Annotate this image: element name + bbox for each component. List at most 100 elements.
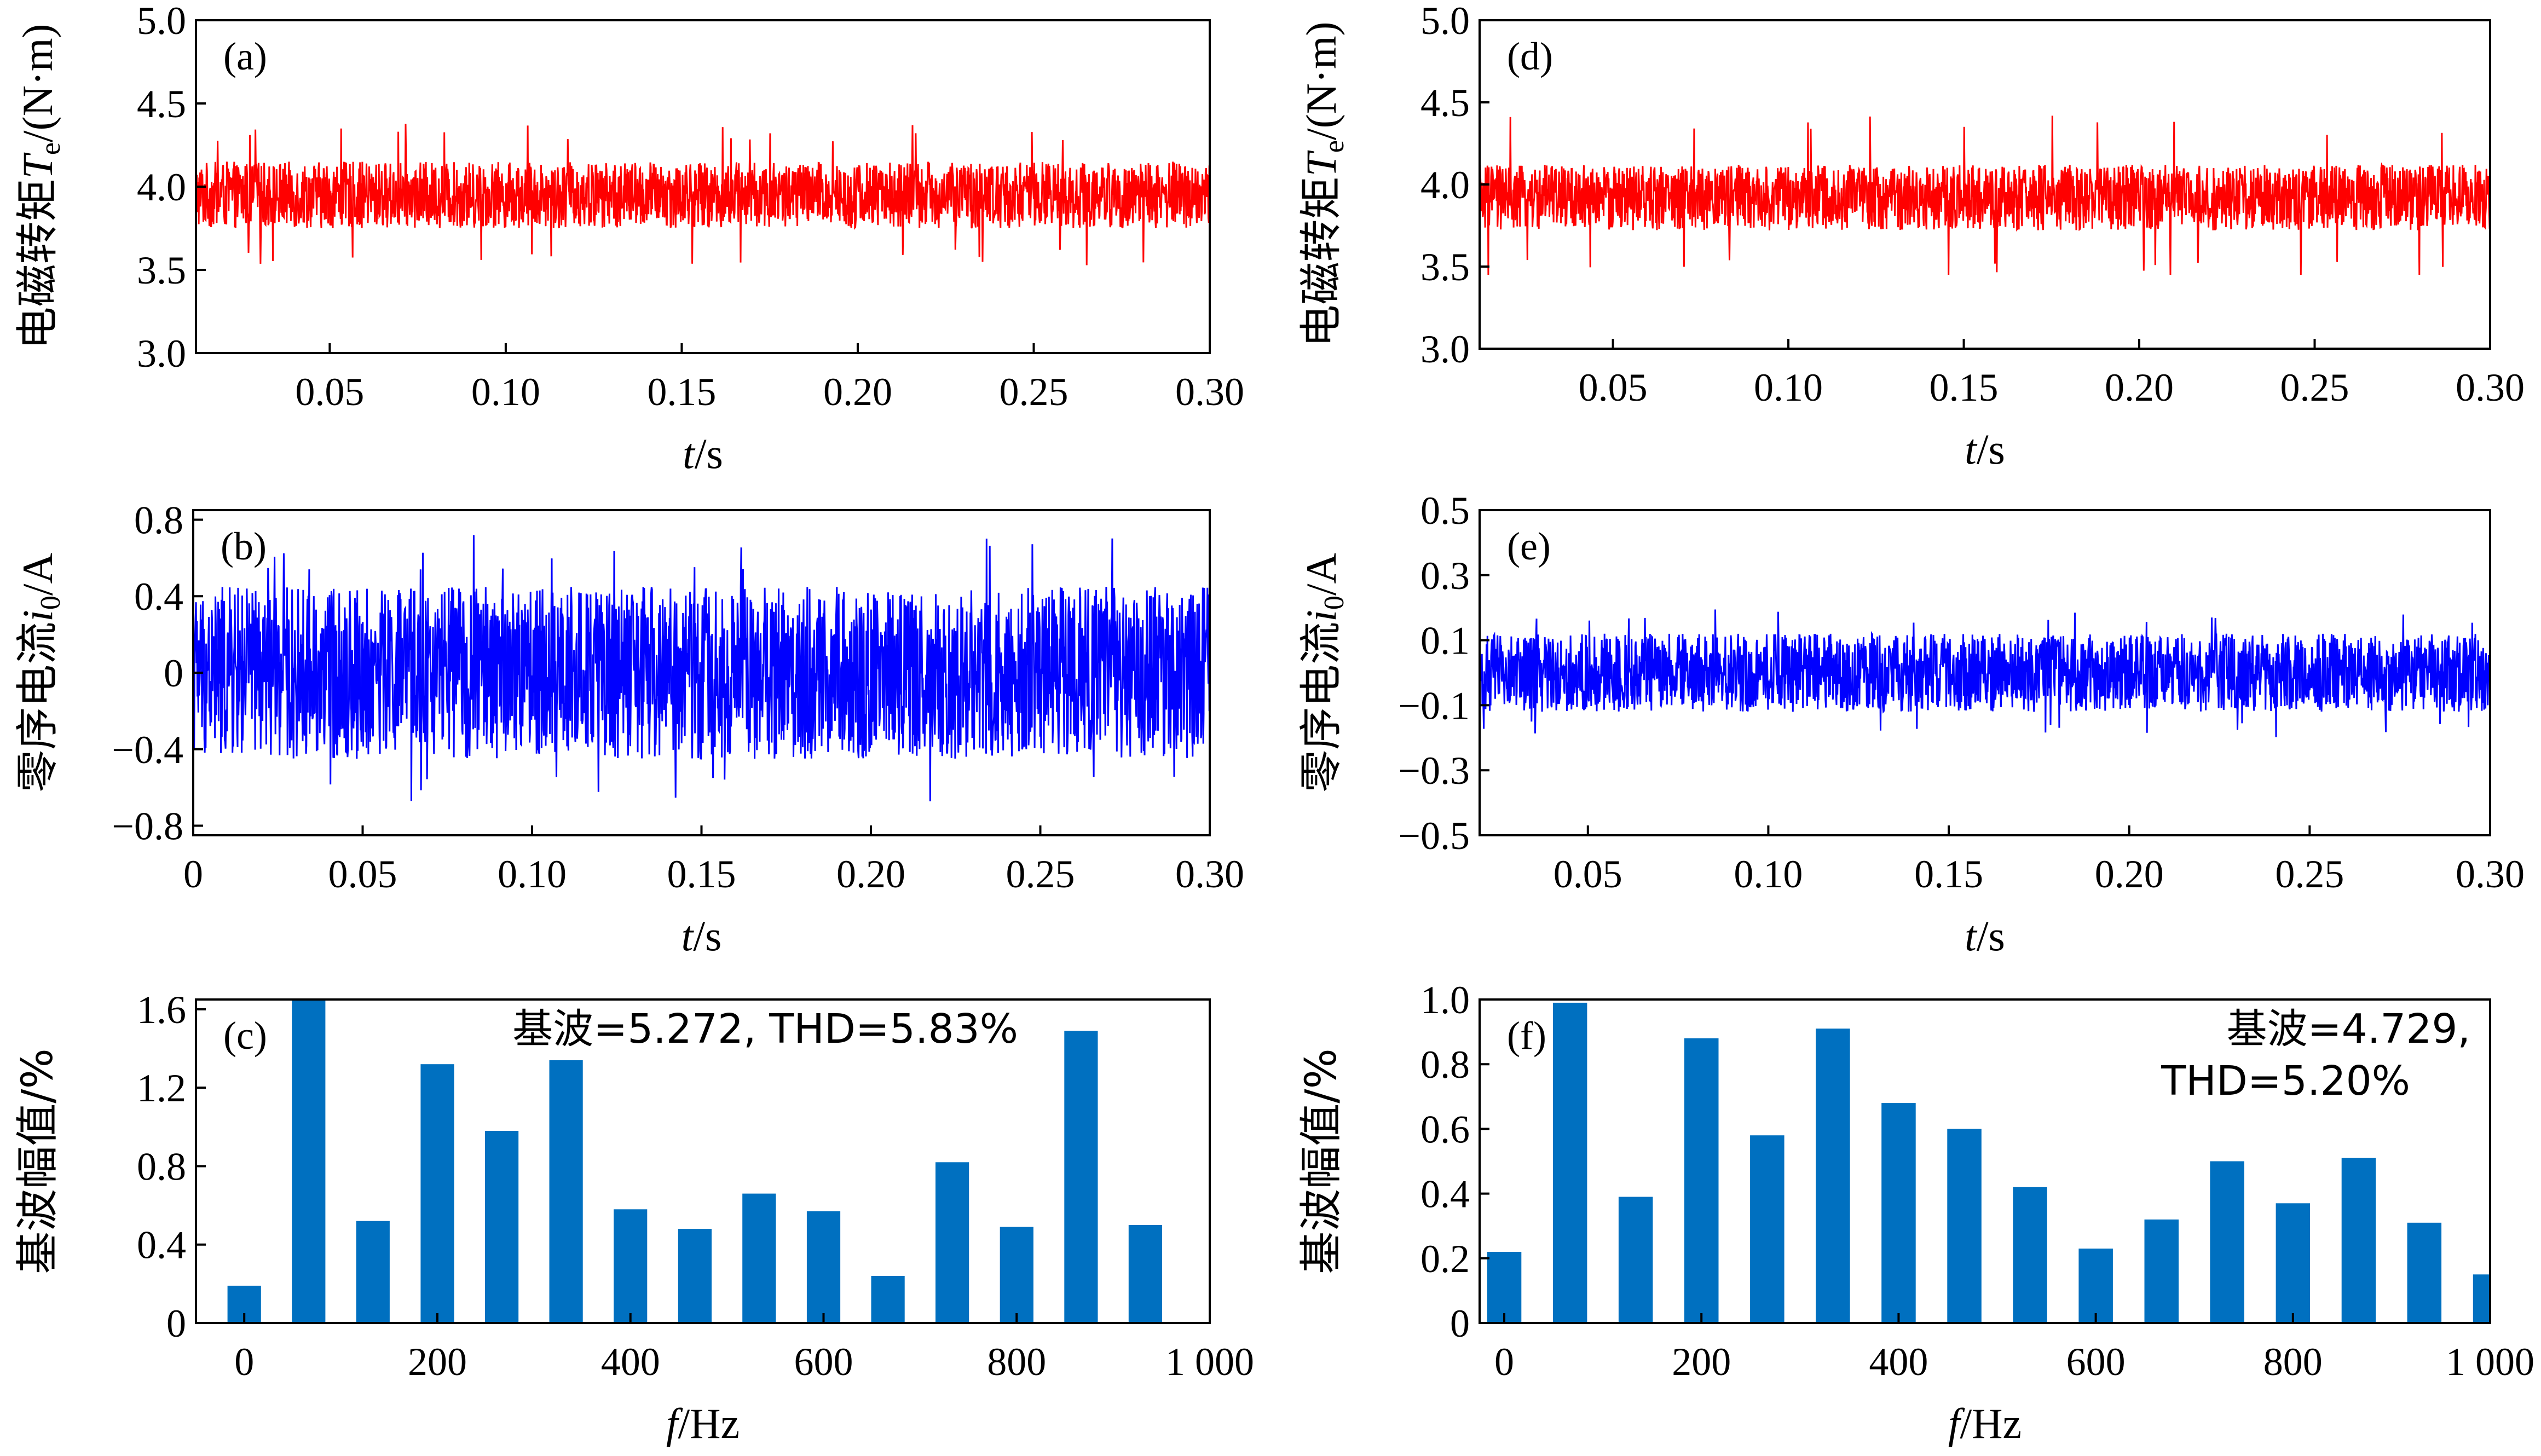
xtick-label-a-1: 0.10 [471, 370, 540, 414]
bar-c-6 [614, 1209, 648, 1323]
ytick-label-d-0: 3.0 [1420, 327, 1470, 371]
panel-label-f: (f) [1507, 1014, 1546, 1058]
ytick-label-e-1: −0.3 [1398, 749, 1470, 793]
annotation-c-0: 基波=5.272, THD=5.83% [512, 1006, 1018, 1053]
ytick-label-e-2: −0.1 [1398, 684, 1470, 727]
xtick-label-e-1: 0.10 [1734, 852, 1803, 896]
y-axis-label-e: 零序电流i0/A [1297, 553, 1350, 793]
xtick-label-f-2: 400 [1869, 1340, 1928, 1384]
ytick-label-c-4: 1.6 [137, 988, 186, 1032]
bar-c-8 [742, 1193, 776, 1323]
xtick-label-c-1: 200 [408, 1340, 467, 1384]
y-axis-label-c: 基波幅值/% [13, 1048, 62, 1274]
xtick-label-c-5: 1 000 [1165, 1340, 1254, 1384]
xtick-label-d-4: 0.25 [2280, 366, 2349, 409]
ytick-label-a-0: 3.0 [137, 332, 186, 375]
xtick-label-b-6: 0.30 [1175, 852, 1244, 896]
chart-panel-f: 0 0.2 0.4 0.6 0.8 1.0 0 200 400 600 800 1 000 (f) f/H… [1297, 978, 2534, 1447]
x-axis-label-d: t/s [1965, 425, 2005, 473]
bar-f-5 [1816, 1029, 1850, 1323]
bar-f-12 [2276, 1203, 2311, 1323]
ytick-label-d-1: 3.5 [1420, 245, 1470, 289]
ytick-label-b-0: −0.8 [112, 805, 183, 848]
chart-panel-e: −0.5 −0.3 −0.1 0.1 0.3 0.5 0.05 0.10 0.15 0.20 0.2… [1297, 489, 2525, 960]
xtick-label-e-0: 0.05 [1554, 852, 1622, 896]
chart-panel-a: 3.0 3.5 4.0 4.5 5.0 0.05 0.10 0.15 0.20 0.25 0.30 (… [13, 0, 1244, 477]
xtick-label-d-0: 0.05 [1579, 366, 1648, 409]
bar-c-11 [935, 1162, 969, 1323]
xtick-label-e-3: 0.20 [2095, 852, 2164, 896]
y-axis-label-d: 电磁转矩Te/(N·m) [1297, 21, 1350, 347]
bar-f-8 [2013, 1187, 2047, 1323]
xtick-label-a-5: 0.30 [1175, 370, 1244, 414]
bar-f-7 [1947, 1129, 1982, 1323]
xtick-label-c-2: 400 [601, 1340, 660, 1384]
xtick-label-e-5: 0.30 [2456, 852, 2525, 896]
ytick-label-b-1: −0.4 [112, 728, 183, 772]
panel-label-a: (a) [223, 34, 267, 78]
xtick-label-b-1: 0.05 [328, 852, 397, 896]
xtick-label-a-0: 0.05 [295, 370, 364, 414]
ytick-label-e-3: 0.1 [1420, 619, 1470, 663]
bar-f-2 [1618, 1197, 1653, 1323]
bar-c-9 [806, 1211, 841, 1323]
panel-label-e: (e) [1507, 524, 1551, 568]
ytick-label-b-2: 0 [164, 651, 183, 695]
bar-f-10 [2144, 1219, 2179, 1323]
ytick-label-c-2: 0.8 [137, 1145, 186, 1188]
ytick-label-e-0: −0.5 [1398, 814, 1470, 858]
x-axis-label-e: t/s [1965, 912, 2005, 960]
ytick-label-d-4: 5.0 [1420, 0, 1470, 43]
bar-f-3 [1684, 1038, 1719, 1323]
bar-f-11 [2210, 1161, 2244, 1323]
ytick-label-a-4: 5.0 [137, 0, 186, 43]
xtick-label-f-4: 800 [2263, 1340, 2323, 1384]
xtick-label-f-1: 200 [1672, 1340, 1731, 1384]
bar-c-13 [1064, 1031, 1098, 1323]
xtick-label-f-0: 0 [1494, 1340, 1514, 1384]
ytick-label-d-2: 4.0 [1420, 163, 1470, 207]
ytick-label-a-1: 3.5 [137, 249, 186, 292]
x-axis-label-a: t/s [683, 430, 723, 477]
ytick-label-f-4: 0.8 [1420, 1043, 1470, 1087]
bar-f-1 [1552, 1002, 1587, 1323]
ytick-label-b-4: 0.8 [134, 498, 183, 542]
x-axis-label-c: f/Hz [666, 1400, 740, 1447]
xtick-label-c-3: 600 [794, 1340, 853, 1384]
ytick-label-d-3: 4.5 [1420, 81, 1470, 125]
bar-c-4 [485, 1131, 519, 1323]
bar-c-1 [292, 999, 326, 1323]
series-line-d [1480, 115, 2490, 275]
xtick-label-b-2: 0.10 [498, 852, 567, 896]
xtick-label-a-2: 0.15 [647, 370, 716, 414]
xtick-label-d-5: 0.30 [2456, 366, 2525, 409]
y-axis-label-a: 电磁转矩Te/(N·m) [13, 24, 66, 349]
bar-f-13 [2341, 1158, 2376, 1323]
bar-f-14 [2407, 1222, 2442, 1323]
y-axis-label-b: 零序电流i0/A [13, 553, 66, 793]
series-line-a [196, 124, 1210, 265]
bar-f-4 [1750, 1135, 1785, 1323]
xtick-label-f-3: 600 [2066, 1340, 2126, 1384]
ytick-label-e-4: 0.3 [1420, 554, 1470, 598]
ytick-label-c-0: 0 [166, 1302, 186, 1345]
xtick-label-b-4: 0.20 [836, 852, 905, 896]
bar-c-10 [871, 1276, 905, 1323]
bar-c-3 [420, 1064, 454, 1323]
ytick-label-b-3: 0.4 [134, 575, 183, 619]
chart-panel-c: 0 0.4 0.8 1.2 1.6 0 200 400 600 800 1 000 (c) f/Hz 基波… [13, 988, 1254, 1447]
x-axis-label-f: f/Hz [1948, 1400, 2022, 1447]
xtick-label-d-2: 0.15 [1930, 366, 1999, 409]
ytick-label-c-1: 0.4 [137, 1223, 186, 1267]
xtick-label-b-0: 0 [183, 852, 203, 896]
bar-f-9 [2078, 1249, 2113, 1323]
panel-label-d: (d) [1507, 34, 1553, 78]
ytick-label-f-0: 0 [1450, 1302, 1470, 1345]
ytick-label-e-5: 0.5 [1420, 489, 1470, 533]
annotation-f-0: 基波=4.729, [2227, 1006, 2470, 1053]
bar-f-0 [1487, 1252, 1522, 1323]
ytick-label-c-3: 1.2 [137, 1066, 186, 1110]
xtick-label-c-4: 800 [987, 1340, 1046, 1384]
xtick-label-b-3: 0.15 [667, 852, 736, 896]
